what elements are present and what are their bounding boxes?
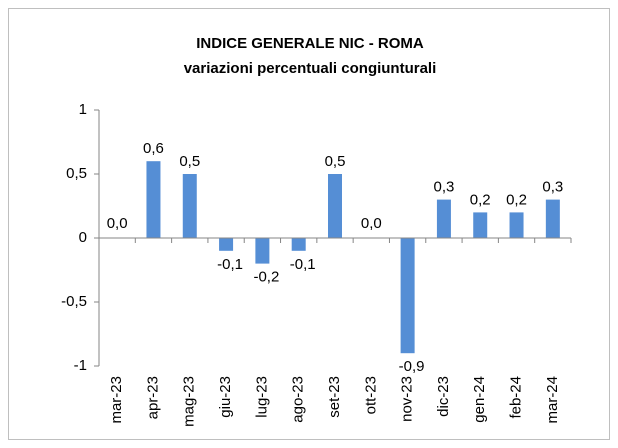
data-label: 0,5 bbox=[179, 153, 200, 170]
data-label: 0,0 bbox=[361, 215, 382, 232]
x-tick-label: apr-23 bbox=[144, 376, 161, 419]
x-tick-label: set-23 bbox=[326, 376, 343, 418]
bar bbox=[255, 238, 270, 264]
y-tick-label: -1 bbox=[74, 357, 87, 374]
x-tick-label: dic-23 bbox=[435, 376, 452, 417]
data-label: 0,5 bbox=[325, 153, 346, 170]
y-tick-label: 0 bbox=[79, 229, 87, 246]
x-tick-label: gen-24 bbox=[471, 376, 488, 423]
bar bbox=[291, 238, 306, 251]
bar bbox=[182, 174, 197, 238]
chart-frame bbox=[8, 8, 610, 440]
data-label: -0,9 bbox=[399, 358, 425, 375]
data-label: -0,1 bbox=[217, 256, 243, 273]
x-tick-label: nov-23 bbox=[399, 376, 416, 422]
x-tick-label: ott-23 bbox=[362, 376, 379, 414]
data-label: 0,2 bbox=[470, 191, 491, 208]
chart-subtitle: variazioni percentuali congiunturali bbox=[184, 60, 437, 77]
x-tick-label: giu-23 bbox=[217, 376, 234, 418]
x-tick-label: ago-23 bbox=[290, 376, 307, 423]
bar bbox=[545, 199, 560, 238]
bar bbox=[219, 238, 234, 251]
data-label: 0,3 bbox=[433, 179, 454, 196]
x-tick-label: mar-24 bbox=[544, 376, 561, 424]
data-label: 0,2 bbox=[506, 191, 527, 208]
data-label: 0,0 bbox=[107, 215, 128, 232]
data-label: 0,3 bbox=[542, 179, 563, 196]
y-tick-label: 0,5 bbox=[66, 165, 87, 182]
x-tick-label: lug-23 bbox=[253, 376, 270, 418]
chart-title: INDICE GENERALE NIC - ROMA bbox=[196, 35, 424, 52]
x-tick-label: mar-23 bbox=[108, 376, 125, 424]
y-tick-label: -0,5 bbox=[61, 293, 87, 310]
x-tick-label: mag-23 bbox=[181, 376, 198, 427]
data-label: 0,6 bbox=[143, 140, 164, 157]
bar bbox=[509, 212, 524, 238]
data-label: -0,1 bbox=[290, 256, 316, 273]
bar bbox=[400, 238, 415, 354]
bar bbox=[146, 161, 161, 238]
data-label: -0,2 bbox=[253, 269, 279, 286]
bar bbox=[436, 199, 451, 238]
bar bbox=[473, 212, 488, 238]
y-tick-label: 1 bbox=[79, 101, 87, 118]
x-tick-label: feb-24 bbox=[508, 376, 525, 419]
bar bbox=[328, 174, 342, 238]
